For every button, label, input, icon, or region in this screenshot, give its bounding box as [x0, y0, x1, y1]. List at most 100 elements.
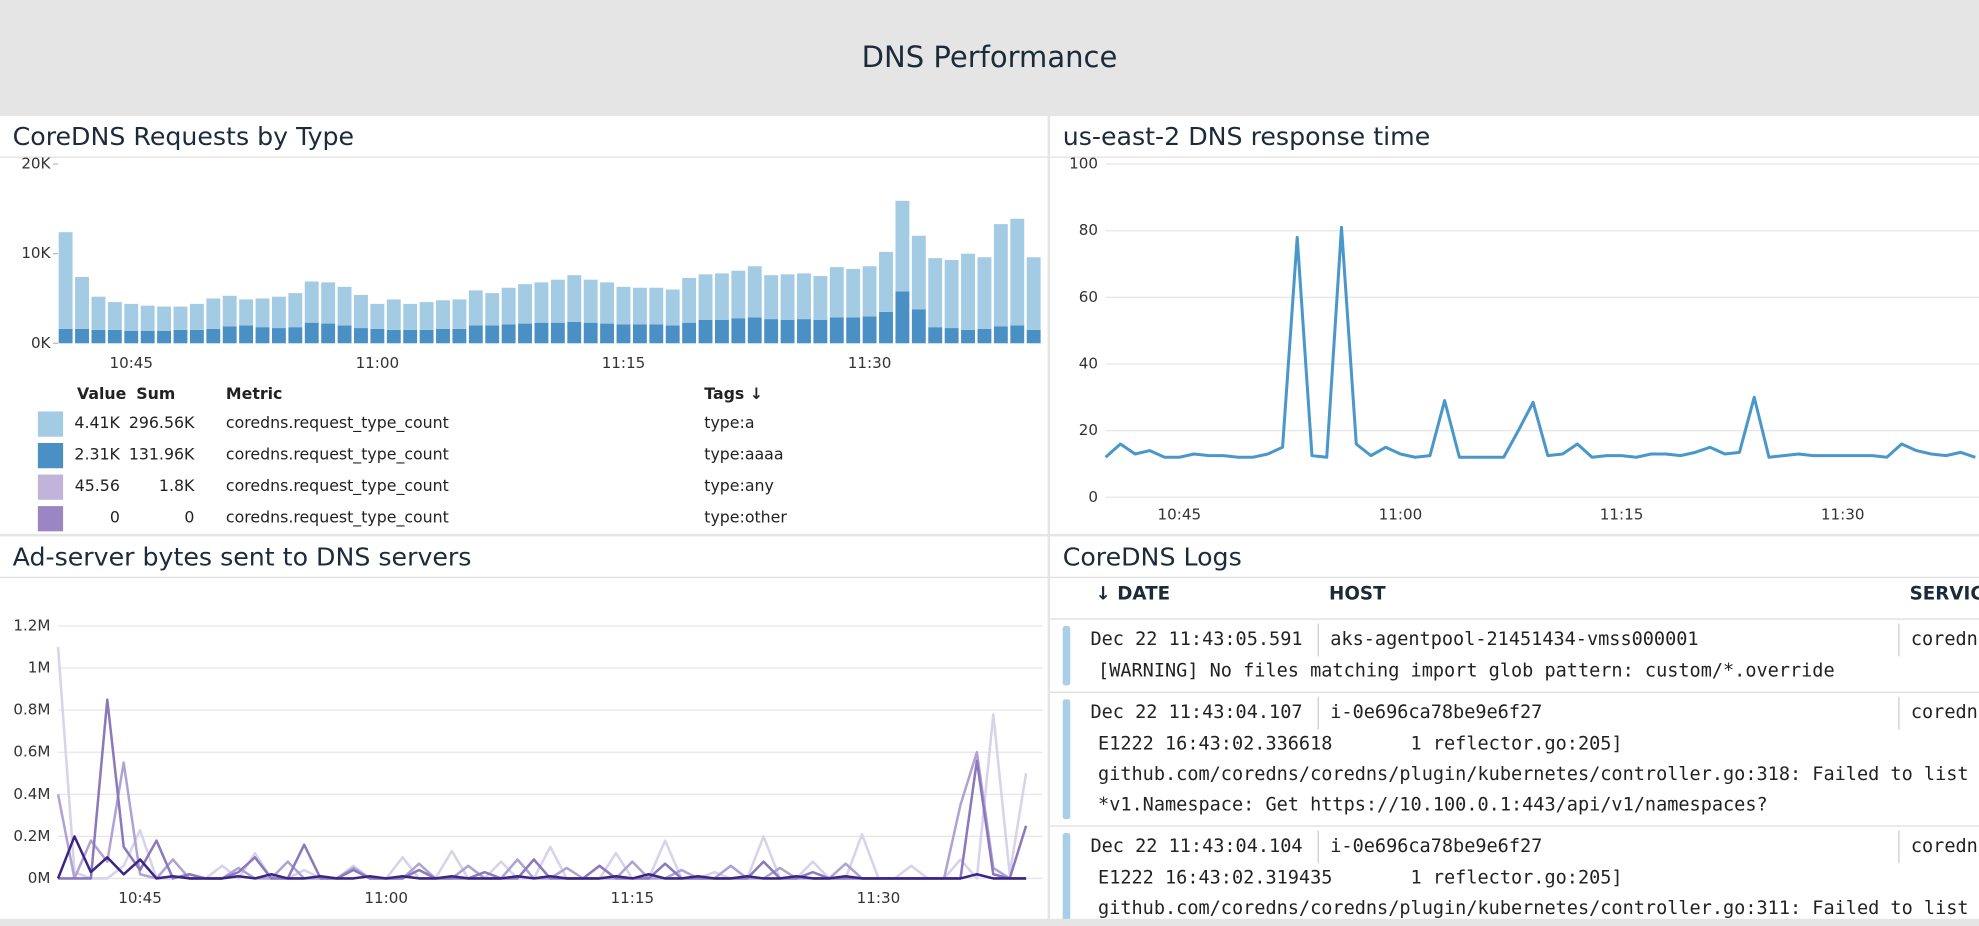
bar-segment: [829, 317, 844, 344]
x-tick-label: 11:00: [1379, 505, 1423, 523]
log-entry[interactable]: Dec 22 11:43:05.591 aks-agentpool-2145143…: [1050, 620, 1979, 693]
bar-segment: [239, 325, 254, 344]
bar-segment: [714, 273, 729, 320]
bar-segment: [518, 284, 532, 324]
bar-segment: [255, 298, 270, 328]
bar-segment: [271, 296, 286, 329]
legend-cell: 45.56: [74, 475, 120, 495]
bar-segment: [271, 328, 286, 344]
bar-segment: [928, 258, 943, 328]
bar-segment: [157, 330, 172, 344]
bar-segment: [682, 277, 697, 323]
bar-segment: [895, 291, 910, 344]
bar-segment: [321, 282, 336, 324]
log-entry[interactable]: Dec 22 11:43:04.107 i-0e696ca78be9e6f27 co…: [1050, 693, 1979, 827]
bar-segment: [944, 259, 959, 329]
bar-segment: [846, 268, 861, 318]
bar-segment: [665, 289, 680, 326]
log-host: i-0e696ca78be9e6f27: [1317, 830, 1542, 864]
bar-segment: [386, 299, 401, 330]
log-service: coredns: [1898, 696, 1979, 730]
widget-title: CoreDNS Logs: [1062, 541, 1242, 572]
legend-cell: 296.56K: [128, 412, 195, 432]
bar-segment: [944, 328, 959, 344]
legend-cell: coredns.request_type_count: [225, 475, 449, 495]
bar-segment: [780, 274, 795, 320]
chart: 0 20 40 60 80 100 10:45 11:00 11:15 11:30: [1069, 155, 1979, 523]
legend-column-header: Value: [76, 383, 127, 403]
bar-segment: [518, 323, 532, 344]
legend-column-header: Metric: [225, 383, 283, 403]
log-date: Dec 22 11:43:05.591: [1090, 628, 1303, 650]
y-tick-label: 80: [1079, 221, 1098, 239]
bar-segment: [189, 303, 204, 330]
log-message: *v1.Namespace: Get https://10.100.0.1:44…: [1098, 793, 1768, 816]
bar-segment: [895, 200, 910, 292]
bar-segment: [337, 286, 352, 326]
bar-segment: [928, 327, 943, 344]
bar-segment: [632, 287, 647, 325]
bar-segment: [189, 329, 204, 344]
bar-segment: [1010, 325, 1025, 344]
log-row: Dec 22 11:43:05.591 aks-agentpool-2145143…: [1050, 623, 1979, 657]
bar-segment: [140, 330, 155, 344]
bar-segment: [698, 274, 713, 320]
bar-segment: [370, 303, 385, 329]
log-host: aks-agentpool-21451434-vmss000001: [1317, 623, 1699, 657]
y-tick-label: 60: [1079, 288, 1098, 306]
bar-segment: [1010, 218, 1025, 326]
bar-segment: [255, 327, 270, 344]
bar-segment: [977, 328, 992, 344]
bar-segment: [961, 253, 975, 330]
x-tick-label: 11:30: [848, 354, 892, 372]
bar-segment: [682, 322, 697, 344]
bar-segment: [107, 302, 122, 330]
legend-cell: 0: [109, 507, 120, 527]
bar-segment: [304, 281, 319, 323]
bar-segment: [764, 275, 779, 320]
bar-segment: [829, 267, 844, 318]
bar-segment: [485, 325, 500, 344]
log-entry[interactable]: Dec 22 11:43:04.104 i-0e696ca78be9e6f27 co…: [1050, 827, 1979, 919]
legend-cell: type:aaaa: [704, 444, 784, 464]
bar-segment: [764, 319, 779, 344]
bar-segment: [58, 328, 73, 344]
line-series: [56, 750, 1027, 880]
legend-swatch: [37, 506, 64, 532]
legend-cell: 2.31K: [74, 444, 120, 464]
bar-segment: [879, 311, 893, 344]
bar-segment: [600, 282, 615, 324]
log-message: github.com/coredns/coredns/plugin/kubern…: [1098, 763, 1969, 786]
log-row: Dec 22 11:43:04.104 i-0e696ca78be9e6f27 co…: [1050, 830, 1979, 864]
bar-segment: [173, 329, 188, 344]
bar-segment: [157, 306, 172, 331]
widget: us-east-2 DNS response time 0 20 40 60 80 100…: [1050, 116, 1979, 534]
bar-segment: [354, 294, 368, 329]
chart: 0K 10K 20K 10:45 11:00 11:15 11:30: [21, 155, 1041, 372]
bar-segment: [75, 328, 89, 344]
y-tick-label: 0K: [31, 334, 52, 352]
log-column-header: ↓ DATE: [1095, 584, 1171, 605]
bar-segment: [632, 324, 647, 344]
line-series: [1104, 225, 1976, 459]
bar-segment: [813, 276, 828, 320]
log-date: Dec 22 11:43:04.107: [1090, 701, 1303, 724]
bar-segment: [206, 298, 221, 329]
y-tick-label: 0M: [28, 869, 51, 887]
bar-segment: [468, 290, 483, 326]
bar-segment: [403, 303, 418, 330]
bar-segment: [403, 329, 418, 344]
y-tick-label: 0.2M: [13, 827, 50, 845]
legend-cell: 0: [184, 507, 195, 527]
bar-segment: [550, 279, 565, 323]
x-tick-label: 11:30: [857, 889, 901, 907]
bar-segment: [846, 317, 861, 344]
bar-segment: [124, 303, 139, 331]
log-row: Dec 22 11:43:04.107 i-0e696ca78be9e6f27 co…: [1050, 696, 1979, 730]
bar-segment: [288, 327, 303, 344]
bar-segment: [501, 324, 516, 344]
y-tick-label: 0.8M: [13, 701, 50, 719]
line-series: [56, 646, 1028, 880]
bar-segment: [222, 326, 237, 344]
x-tick-label: 10:45: [118, 889, 162, 907]
